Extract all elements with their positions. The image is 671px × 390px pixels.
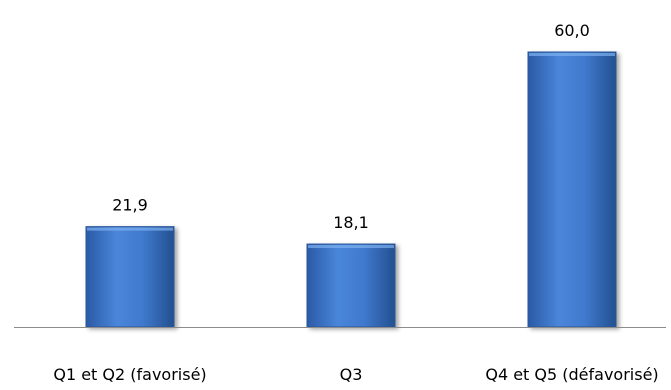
- bar-highlight-3: [529, 53, 615, 56]
- category-label-1: Q1 et Q2 (favorisé): [53, 365, 206, 384]
- category-label-3: Q4 et Q5 (défavorisé): [485, 365, 658, 384]
- bar-2: [306, 243, 396, 328]
- bar-highlight-1: [87, 227, 173, 231]
- category-label-2: Q3: [340, 365, 363, 384]
- bar-highlight-2: [308, 245, 394, 249]
- data-label-2: 18,1: [333, 213, 369, 232]
- bar-1: [85, 226, 175, 328]
- bar-3: [527, 51, 617, 328]
- data-label-3: 60,0: [554, 21, 590, 40]
- data-label-1: 21,9: [112, 196, 148, 215]
